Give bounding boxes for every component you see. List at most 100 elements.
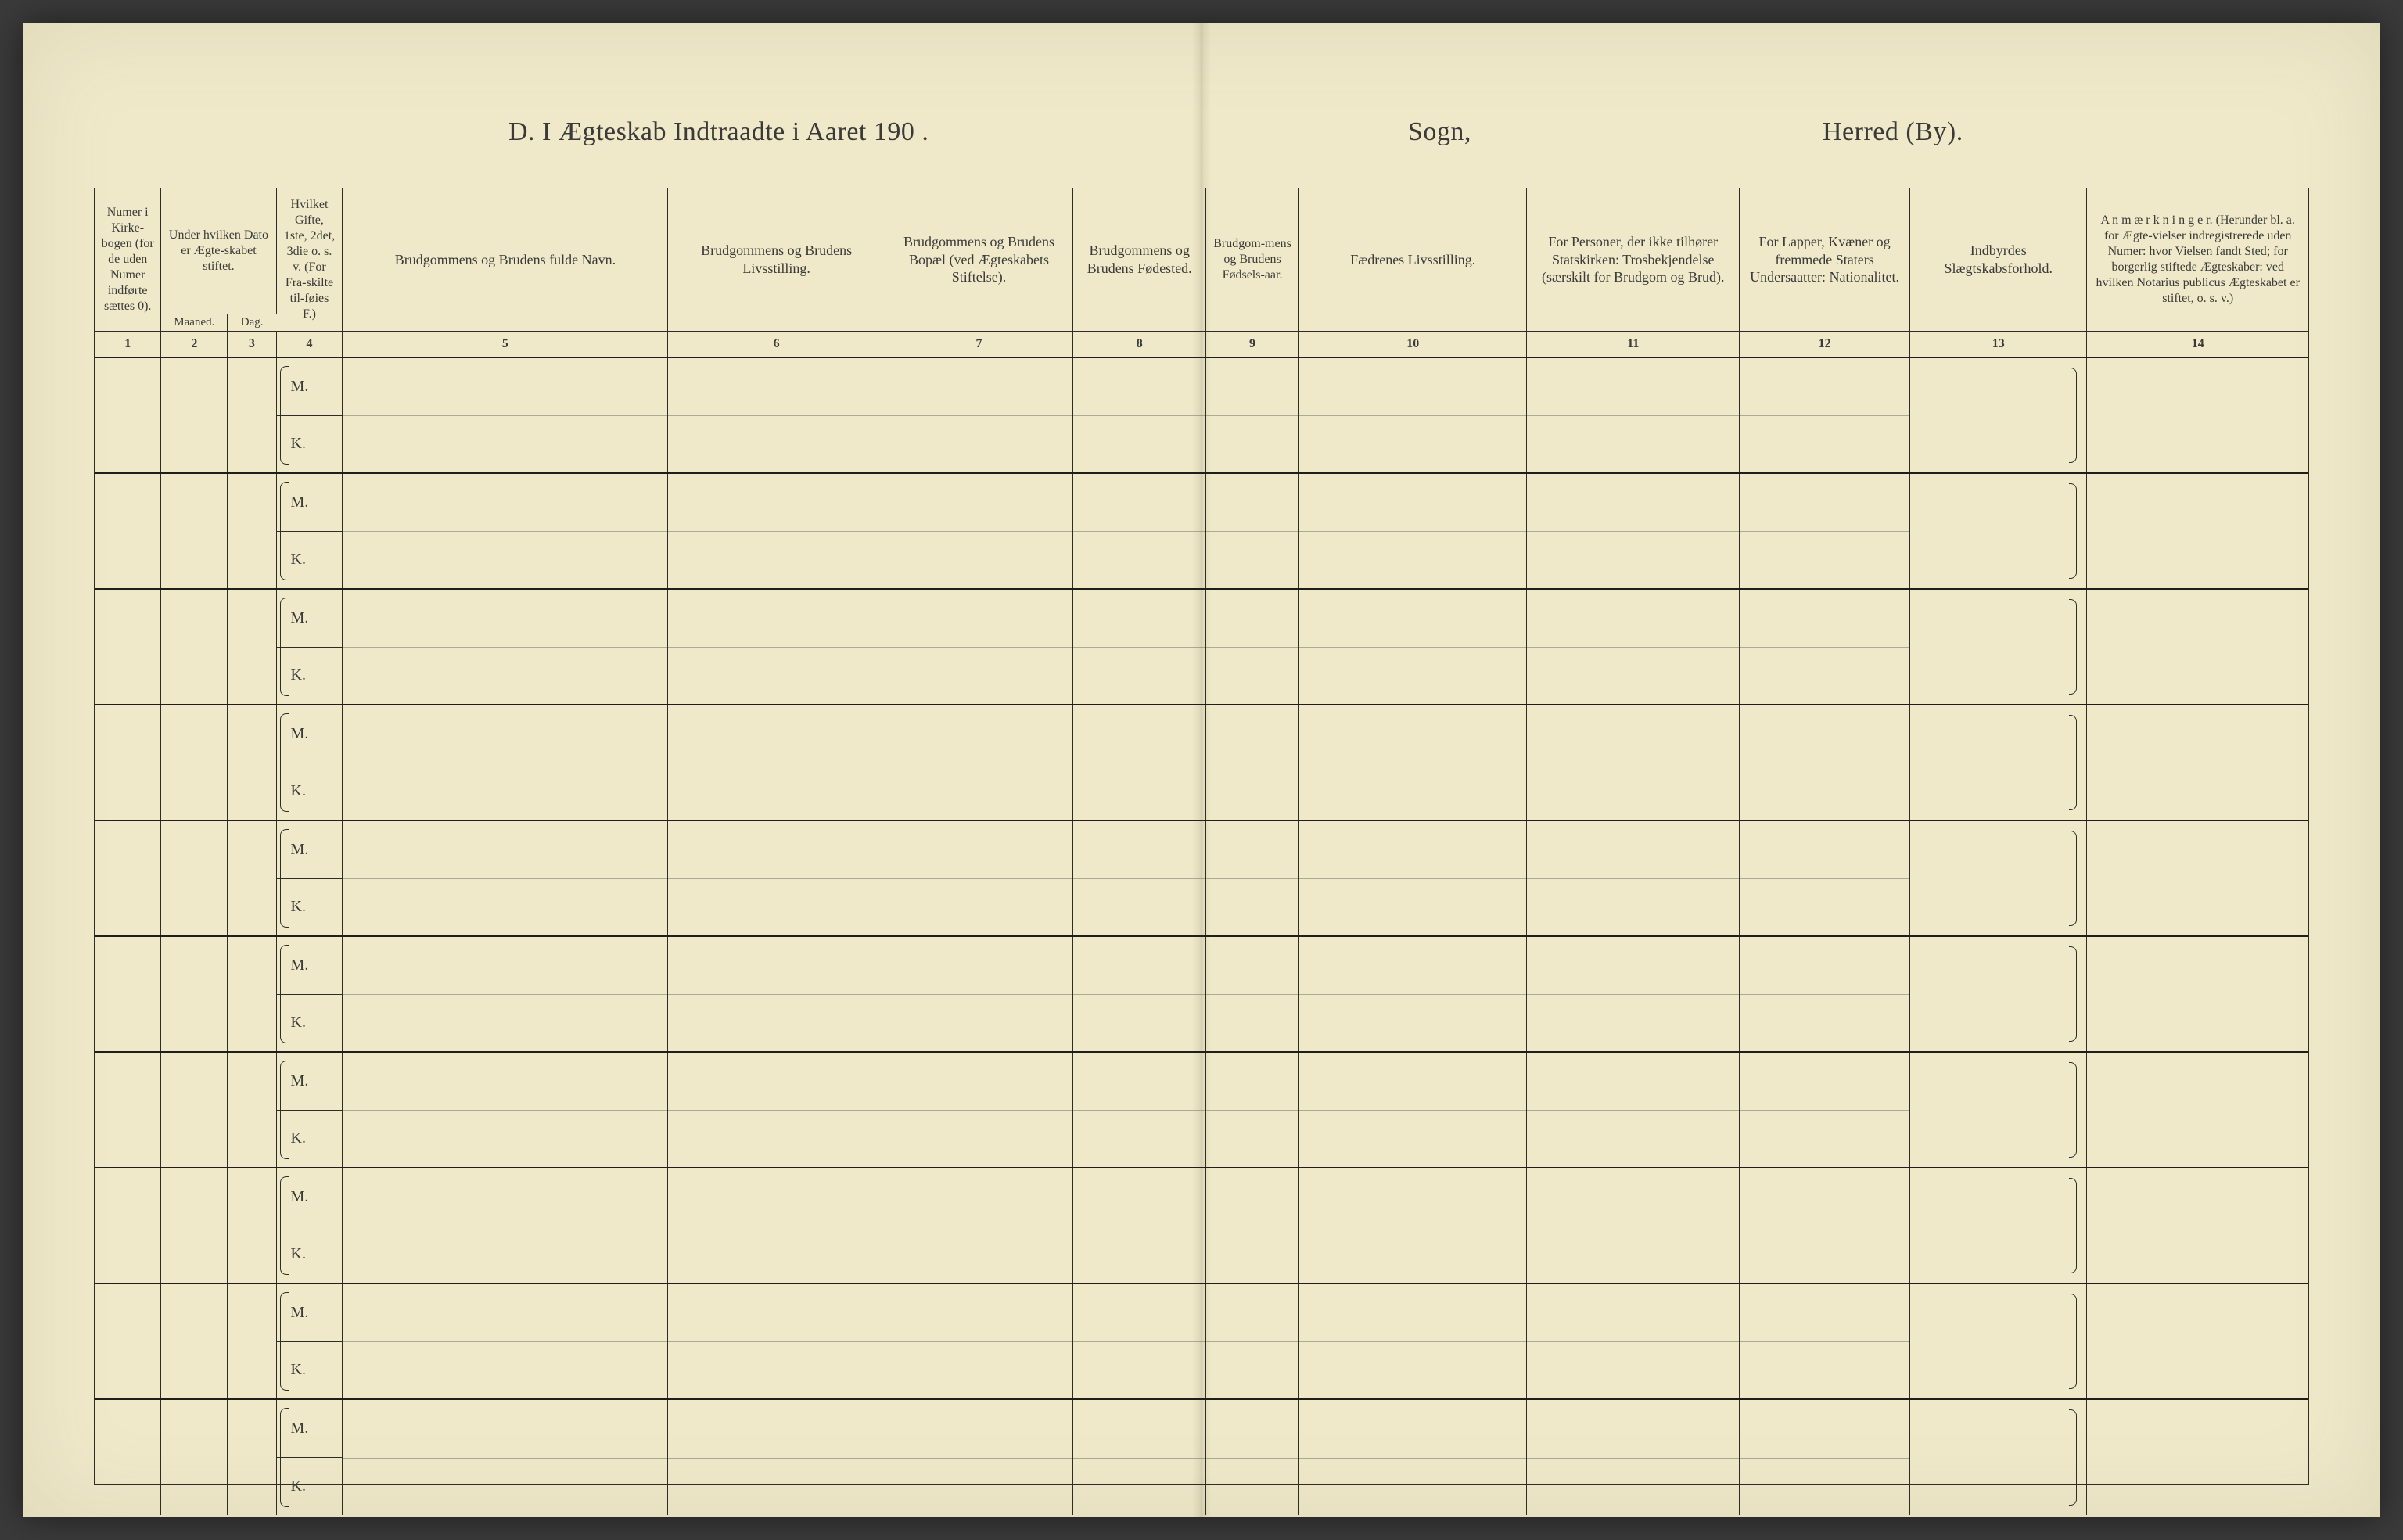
cell xyxy=(1910,820,2087,936)
brace-icon xyxy=(2069,831,2077,926)
cell xyxy=(228,357,276,473)
col-8-header: Brudgommens og Brudens Fødested. xyxy=(1073,188,1206,331)
cell xyxy=(1740,936,1910,1052)
title-herred: Herred (By). xyxy=(1823,117,1963,147)
cell xyxy=(1073,820,1206,936)
brace-icon xyxy=(2069,946,2077,1042)
cell xyxy=(343,1283,668,1399)
cell xyxy=(161,1168,228,1283)
cell xyxy=(668,820,885,936)
cell xyxy=(343,1052,668,1168)
cell: M.K. xyxy=(276,589,343,705)
colnum-7: 7 xyxy=(885,331,1073,357)
cell xyxy=(1527,820,1740,936)
row-midline xyxy=(1740,994,1909,995)
cell: M.K. xyxy=(276,705,343,820)
cell xyxy=(2087,1399,2308,1515)
row-midline xyxy=(668,415,884,416)
row-midline xyxy=(885,1458,1073,1459)
row-midline xyxy=(1740,1458,1909,1459)
row-midline xyxy=(1740,647,1909,648)
colnum-9: 9 xyxy=(1206,331,1299,357)
cell xyxy=(668,589,885,705)
cell xyxy=(1527,589,1740,705)
cell xyxy=(668,936,885,1052)
brace-icon xyxy=(2069,1062,2077,1158)
col-11-header: For Personer, der ikke tilhører Statskir… xyxy=(1527,188,1740,331)
cell xyxy=(1206,1399,1299,1515)
cell xyxy=(1073,589,1206,705)
brace-icon xyxy=(2069,483,2077,579)
ledger-page: D. I Ægteskab Indtraadte i Aaret 190 . S… xyxy=(23,23,2380,1517)
col-9-header: Brudgom-mens og Brudens Fødsels-aar. xyxy=(1206,188,1299,331)
colnum-4: 4 xyxy=(276,331,343,357)
mk-brace: M.K. xyxy=(277,937,343,1051)
cell xyxy=(343,589,668,705)
row-midline xyxy=(1206,531,1298,532)
cell xyxy=(2087,589,2308,705)
cell xyxy=(1910,1168,2087,1283)
row-midline xyxy=(343,415,667,416)
mk-k: K. xyxy=(277,1458,343,1515)
row-midline xyxy=(1073,647,1205,648)
row-midline xyxy=(1299,878,1526,879)
cell xyxy=(1740,473,1910,589)
cell xyxy=(1073,936,1206,1052)
cell xyxy=(2087,936,2308,1052)
mk-m: M. xyxy=(277,1053,343,1111)
cell xyxy=(1298,357,1526,473)
row-midline xyxy=(343,1110,667,1111)
cell xyxy=(343,1168,668,1283)
cell xyxy=(228,589,276,705)
cell xyxy=(1206,820,1299,936)
mk-k: K. xyxy=(277,879,343,936)
cell xyxy=(228,1168,276,1283)
cell: M.K. xyxy=(276,473,343,589)
cell xyxy=(161,936,228,1052)
cell xyxy=(668,1283,885,1399)
col-2-sub: Maaned. xyxy=(161,314,228,331)
cell xyxy=(343,705,668,820)
mk-brace: M.K. xyxy=(277,358,343,472)
row-midline xyxy=(1527,878,1739,879)
cell xyxy=(1740,1399,1910,1515)
row-midline xyxy=(343,878,667,879)
cell xyxy=(1073,1399,1206,1515)
mk-m: M. xyxy=(277,1168,343,1226)
cell xyxy=(1740,1168,1910,1283)
brace-icon xyxy=(2069,1178,2077,1273)
table-row: M.K. xyxy=(95,1052,2308,1168)
cell xyxy=(95,820,161,936)
row-midline xyxy=(1527,531,1739,532)
col-12-header: For Lapper, Kvæner og fremmede Staters U… xyxy=(1740,188,1910,331)
cell xyxy=(95,1052,161,1168)
cell xyxy=(668,1052,885,1168)
row-midline xyxy=(1527,1341,1739,1342)
cell xyxy=(1298,1283,1526,1399)
cell xyxy=(1298,820,1526,936)
cell xyxy=(885,705,1073,820)
mk-m: M. xyxy=(277,705,343,763)
row-midline xyxy=(1740,531,1909,532)
cell xyxy=(95,1283,161,1399)
colnum-1: 1 xyxy=(95,331,161,357)
cell xyxy=(1206,357,1299,473)
row-midline xyxy=(668,647,884,648)
title-section-d: D. I Ægteskab Indtraadte i Aaret 190 . xyxy=(508,117,929,147)
mk-brace: M.K. xyxy=(277,474,343,588)
cell xyxy=(343,820,668,936)
row-midline xyxy=(343,647,667,648)
cell xyxy=(343,1399,668,1515)
row-midline xyxy=(1299,415,1526,416)
colnum-10: 10 xyxy=(1298,331,1526,357)
cell xyxy=(1910,473,2087,589)
cell xyxy=(95,473,161,589)
row-midline xyxy=(1740,1341,1909,1342)
row-midline xyxy=(1206,1458,1298,1459)
cell xyxy=(95,589,161,705)
cell xyxy=(1910,357,2087,473)
table-row: M.K. xyxy=(95,1399,2308,1515)
cell xyxy=(2087,1283,2308,1399)
row-midline xyxy=(343,1341,667,1342)
cell: M.K. xyxy=(276,1168,343,1283)
